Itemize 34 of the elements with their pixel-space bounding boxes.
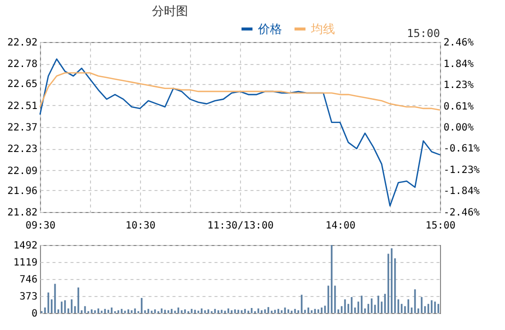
y2-tick-label: 2.46% bbox=[444, 38, 474, 48]
y-tick-label: 21.82 bbox=[7, 208, 38, 218]
line-series bbox=[39, 72, 441, 111]
y2-tick-label: -2.46% bbox=[444, 208, 480, 218]
y-tick-label: 22.92 bbox=[7, 38, 38, 48]
y-tick-label: 1492 bbox=[13, 240, 38, 252]
y2-tick-label: -1.23% bbox=[444, 165, 480, 176]
y2-tick-label: 0.61% bbox=[444, 101, 474, 112]
y2-tick-label: 0.00% bbox=[444, 122, 474, 134]
y2-tick-label: 1.23% bbox=[444, 80, 474, 91]
legend-label: 价格 bbox=[257, 22, 282, 36]
y-tick-label: 746 bbox=[19, 274, 38, 286]
y-tick-label: 0 bbox=[31, 308, 38, 320]
y-tick-label: 1119 bbox=[13, 258, 38, 268]
y-tick-label: 22.09 bbox=[7, 166, 38, 177]
y-tick-label: 22.78 bbox=[7, 59, 38, 70]
y-tick-label: 373 bbox=[19, 292, 38, 302]
x-tick-label: 09:30 bbox=[25, 220, 56, 232]
y-tick-label: 22.51 bbox=[7, 100, 38, 112]
y-tick-label: 22.37 bbox=[7, 122, 38, 134]
legend-label: 均线 bbox=[310, 22, 335, 36]
y2-tick-label: -0.61% bbox=[444, 144, 480, 155]
y-tick-label: 21.96 bbox=[7, 186, 38, 197]
y-tick-label: 22.23 bbox=[7, 144, 38, 156]
y2-tick-label: 1.84% bbox=[444, 58, 474, 70]
x-tick-label: 11:30/13:00 bbox=[207, 220, 274, 232]
chart-title: 分时图 bbox=[152, 4, 188, 18]
x-tick-label: 10:30 bbox=[125, 220, 156, 232]
y-tick-label: 22.65 bbox=[7, 79, 38, 90]
text: 15:00 bbox=[406, 27, 440, 40]
x-tick-label: 14:00 bbox=[325, 220, 356, 232]
line-series bbox=[39, 58, 441, 206]
x-tick-label: 15:00 bbox=[425, 220, 456, 232]
y2-tick-label: -1.84% bbox=[444, 186, 480, 198]
